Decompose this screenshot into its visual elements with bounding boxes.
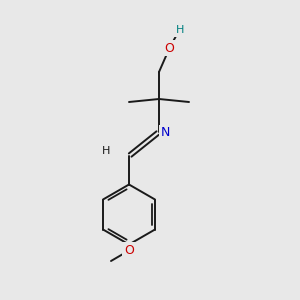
Text: N: N [160,126,170,140]
Text: O: O [165,41,174,55]
Text: O: O [124,244,134,257]
Text: H: H [102,146,111,156]
Text: H: H [176,25,184,35]
